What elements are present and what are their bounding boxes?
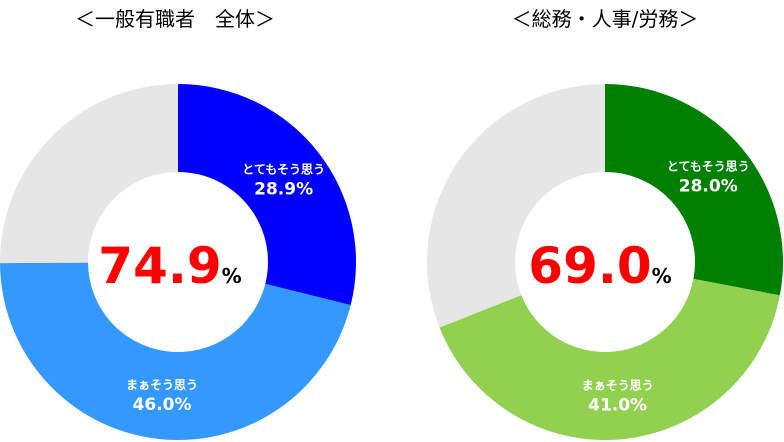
slice-very-much	[605, 84, 783, 296]
slice-somewhat	[0, 262, 351, 440]
slice-label: まぁそう思う	[582, 378, 654, 392]
slice-somewhat	[439, 278, 780, 440]
slice-value-label: 28.9%	[254, 180, 313, 200]
chart-title-overall: ＜一般有職者 全体＞	[75, 7, 275, 31]
slices-hr	[427, 84, 783, 440]
slice-label: まぁそう思う	[126, 378, 198, 392]
slice-value-label: 46.0%	[133, 395, 192, 415]
center-value-overall: 74.9	[98, 237, 221, 295]
slice-very-much	[178, 84, 356, 306]
slice-other	[427, 84, 605, 328]
slice-value-label: 41.0%	[588, 395, 647, 415]
svg-text:69.0%: 69.0%	[528, 237, 671, 295]
slice-value-label: 28.0%	[679, 177, 738, 197]
slice-label: とてもそう思う	[667, 160, 750, 174]
donut-chart-hr: ＜総務・人事/労務＞ とてもそう思う 28.0% まぁそう思う 41.0% 69.0%	[427, 7, 783, 440]
slice-label: とてもそう思う	[242, 163, 325, 177]
slices-overall	[0, 84, 356, 440]
donut-chart-overall: ＜一般有職者 全体＞ とてもそう思う 28.9% まぁそう思う 46.0% 74.9%	[0, 7, 356, 440]
chart-title-hr: ＜総務・人事/労務＞	[512, 7, 699, 31]
slice-labels-hr: とてもそう思う 28.0% まぁそう思う 41.0%	[582, 160, 750, 416]
center-unit-overall: %	[222, 264, 242, 288]
svg-text:74.9%: 74.9%	[98, 237, 241, 295]
center-unit-hr: %	[652, 264, 672, 288]
slice-other	[0, 84, 178, 264]
center-value-hr: 69.0	[528, 237, 651, 295]
slice-labels-overall: とてもそう思う 28.9% まぁそう思う 46.0%	[126, 163, 325, 416]
